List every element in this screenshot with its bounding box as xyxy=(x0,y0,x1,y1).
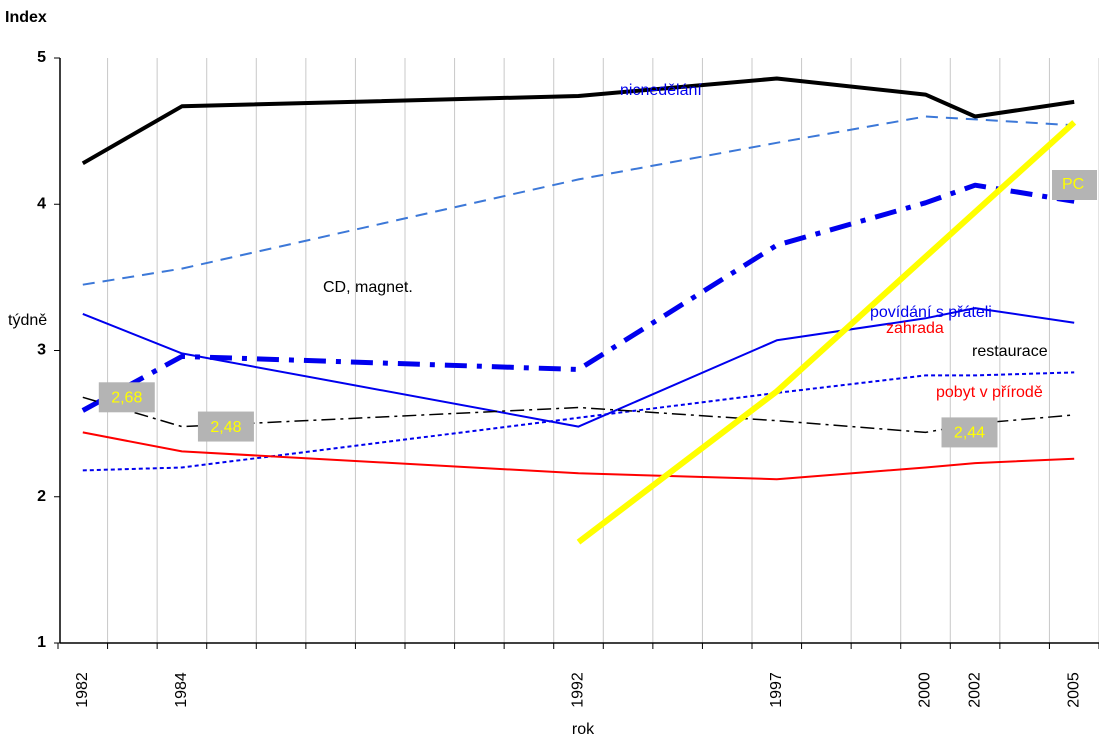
annotation: PC xyxy=(1062,176,1084,193)
series-line xyxy=(81,182,1075,413)
y-tick-label: 4 xyxy=(37,195,46,212)
annotation: pobyt v přírodě xyxy=(936,384,1043,401)
annotation: CD, magnet. xyxy=(323,279,413,296)
y-title: Index xyxy=(5,9,47,26)
x-label: rok xyxy=(572,721,595,738)
value-label-box xyxy=(98,382,155,413)
x-tick-label: 1997 xyxy=(768,672,785,708)
series-line xyxy=(82,431,1075,481)
y-label: týdně xyxy=(8,312,47,329)
x-tick-label: 1984 xyxy=(173,672,190,708)
y-tick-label: 2 xyxy=(37,488,46,505)
series-line xyxy=(82,307,1075,428)
x-tick-label: 2005 xyxy=(1065,672,1082,708)
annotation: restaurace xyxy=(972,343,1048,360)
y-tick-label: 3 xyxy=(37,342,46,359)
y-tick-label: 5 xyxy=(37,49,46,66)
y-tick-label: 1 xyxy=(37,634,46,651)
value-label: 2,48 xyxy=(210,419,241,436)
annotation-box xyxy=(1052,170,1097,200)
series-line xyxy=(81,76,1075,166)
annotation: zahrada xyxy=(886,320,944,337)
value-label-box xyxy=(197,411,254,442)
series-line xyxy=(576,120,1077,545)
x-tick-label: 1982 xyxy=(74,672,91,708)
x-tick-label: 2002 xyxy=(966,672,983,708)
annotation: nicnedělání xyxy=(620,82,702,99)
x-tick-label: 1992 xyxy=(570,672,587,708)
value-label: 2,68 xyxy=(111,390,142,407)
series-line xyxy=(82,115,1075,286)
value-label-box xyxy=(941,417,998,448)
value-label: 2,44 xyxy=(954,425,985,442)
annotation: povídání s přáteli xyxy=(870,304,992,321)
series-line xyxy=(82,371,1075,472)
x-tick-label: 2000 xyxy=(917,672,934,708)
